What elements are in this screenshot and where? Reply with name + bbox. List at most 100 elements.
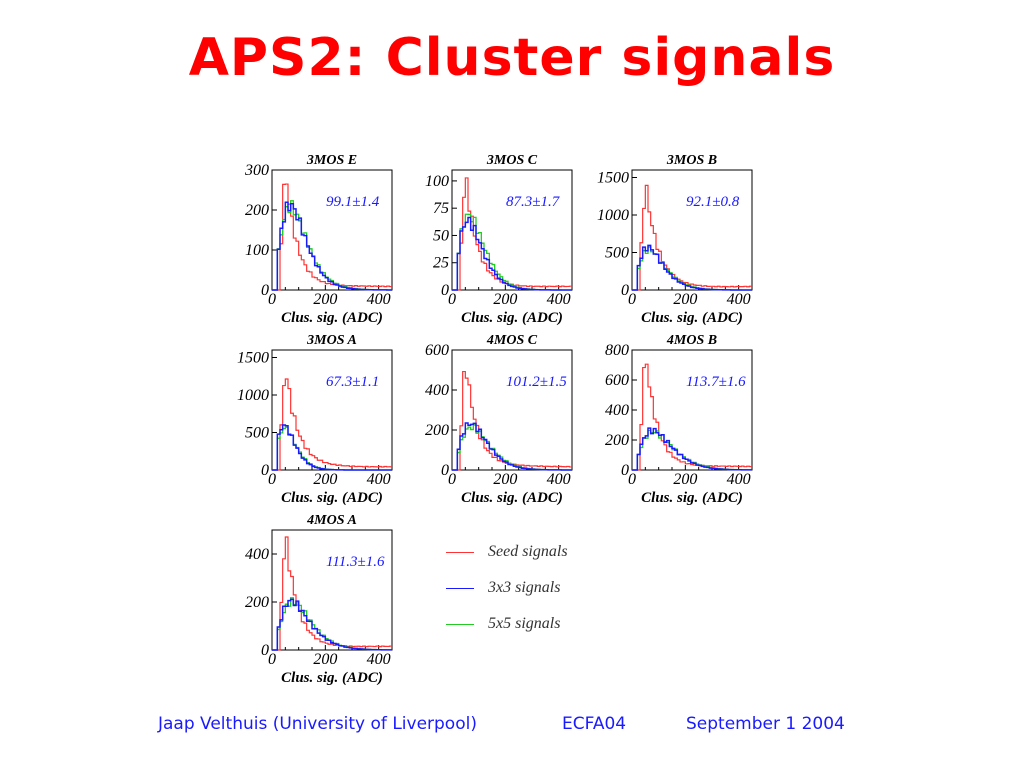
footer-event: ECFA04 — [562, 714, 627, 734]
x-tick-label: 400 — [367, 471, 391, 488]
slide-title: APS2: Cluster signals — [188, 28, 836, 88]
x-axis-label: Clus. sig. (ADC) — [461, 310, 563, 326]
x-tick-label: 200 — [313, 471, 337, 488]
y-tick-label: 100 — [245, 242, 269, 259]
panel-title: 4MOS B — [666, 333, 717, 348]
mean-value-label: 87.3±1.7 — [506, 194, 561, 210]
y-tick-label: 1000 — [237, 387, 269, 404]
x-axis-label: Clus. sig. (ADC) — [281, 490, 383, 506]
x-tick-label: 400 — [727, 471, 751, 488]
x-tick-label: 400 — [367, 291, 391, 308]
panel-title: 3MOS A — [306, 333, 357, 348]
seed-signal-histogram — [272, 536, 392, 651]
x-axis-label: Clus. sig. (ADC) — [641, 490, 743, 506]
x-tick-label: 200 — [493, 291, 517, 308]
y-tick-label: 0 — [621, 282, 629, 299]
x-tick-label: 0 — [448, 471, 456, 488]
mean-value-label: 92.1±0.8 — [686, 194, 740, 210]
y-tick-label: 200 — [245, 594, 269, 611]
mean-value-label: 113.7±1.6 — [686, 374, 746, 390]
x-tick-label: 400 — [547, 291, 571, 308]
legend-item-5x5: 5x5 signals — [444, 614, 604, 634]
y-tick-label: 400 — [425, 382, 449, 399]
histogram-panel: 4MOS A 0 200 400 0 200 400 111.3±1.6 Clus. sig. … — [232, 510, 402, 690]
y-tick-label: 0 — [261, 462, 269, 479]
x-axis-label: Clus. sig. (ADC) — [461, 490, 563, 506]
x3-signal-histogram — [632, 427, 752, 471]
x3-signal-histogram — [272, 201, 392, 291]
x3-signal-histogram — [452, 216, 572, 291]
x-axis-label: Clus. sig. (ADC) — [281, 670, 383, 686]
x-axis-label: Clus. sig. (ADC) — [281, 310, 383, 326]
plot-frame — [451, 169, 573, 291]
plot-frame — [451, 349, 573, 471]
panel-title: 3MOS B — [666, 153, 717, 168]
y-tick-label: 1000 — [597, 207, 629, 224]
plot-frame — [631, 169, 753, 291]
x-tick-label: 200 — [313, 291, 337, 308]
panel-title: 3MOS C — [486, 153, 538, 168]
legend-swatch-3x3 — [446, 588, 474, 589]
x5-signal-histogram — [452, 424, 572, 471]
x-tick-label: 200 — [673, 471, 697, 488]
histogram-panel: 3MOS C 0 25 50 75 100 0 200 400 87.3±1.7 Clus. sig… — [412, 150, 582, 330]
legend: Seed signals 3x3 signals 5x5 signals — [444, 540, 604, 640]
y-tick-label: 0 — [621, 462, 629, 479]
mean-value-label: 101.2±1.5 — [506, 374, 567, 390]
y-tick-label: 500 — [605, 245, 629, 262]
legend-item-seed: Seed signals — [444, 542, 604, 562]
histogram-svg: 3MOS A 0 500 1000 1500 0 200 400 67.3±1.1 Clus. s… — [237, 333, 393, 506]
histogram-svg: 4MOS A 0 200 400 0 200 400 111.3±1.6 Clus. sig. … — [245, 513, 393, 686]
y-tick-label: 400 — [605, 402, 629, 419]
y-tick-label: 200 — [605, 432, 629, 449]
y-tick-label: 0 — [261, 282, 269, 299]
panel-title: 4MOS A — [306, 513, 357, 528]
y-tick-label: 0 — [441, 462, 449, 479]
x3-signal-histogram — [632, 244, 752, 291]
x-tick-label: 0 — [268, 651, 276, 668]
legend-label-3x3: 3x3 signals — [488, 579, 561, 596]
histogram-svg: 3MOS B 0 500 1000 1500 0 200 400 92.1±0.8 Clus. s… — [597, 153, 753, 326]
plot-frame — [271, 529, 393, 651]
y-tick-label: 50 — [433, 227, 449, 244]
y-tick-label: 1500 — [597, 170, 629, 187]
y-tick-label: 0 — [261, 642, 269, 659]
x-tick-label: 0 — [268, 291, 276, 308]
x-tick-label: 0 — [448, 291, 456, 308]
panel-title: 3MOS E — [306, 153, 357, 168]
legend-swatch-5x5 — [446, 624, 474, 625]
mean-value-label: 67.3±1.1 — [326, 374, 379, 390]
plot-frame — [631, 349, 753, 471]
x5-signal-histogram — [272, 200, 392, 291]
x3-signal-histogram — [272, 424, 392, 471]
plot-frame — [271, 349, 393, 471]
y-tick-label: 1500 — [237, 350, 269, 367]
panel-title: 4MOS C — [486, 333, 538, 348]
y-tick-label: 600 — [605, 372, 629, 389]
x-tick-label: 0 — [628, 291, 636, 308]
y-tick-label: 75 — [433, 200, 449, 217]
y-tick-label: 0 — [441, 282, 449, 299]
histogram-panel: 3MOS A 0 500 1000 1500 0 200 400 67.3±1.1 Clus. s… — [232, 330, 402, 510]
y-tick-label: 200 — [245, 202, 269, 219]
histogram-panel: 4MOS B 0 200 400 600 800 0 200 400 113.7±1.6 Clus.… — [592, 330, 762, 510]
y-tick-label: 400 — [245, 546, 269, 563]
seed-signal-histogram — [632, 363, 752, 471]
x3-signal-histogram — [272, 598, 392, 651]
y-tick-label: 100 — [425, 173, 449, 190]
histogram-panel: 3MOS E 0 100 200 300 0 200 400 99.1±1.4 Clus. sig… — [232, 150, 402, 330]
plot-frame — [271, 169, 393, 291]
x-axis-label: Clus. sig. (ADC) — [641, 310, 743, 326]
y-tick-label: 25 — [433, 255, 449, 272]
legend-swatch-seed — [446, 552, 474, 553]
histogram-panel: 4MOS C 0 200 400 600 0 200 400 101.2±1.5 Clus. si… — [412, 330, 582, 510]
legend-label-5x5: 5x5 signals — [488, 615, 561, 632]
y-tick-label: 500 — [245, 425, 269, 442]
y-tick-label: 600 — [425, 342, 449, 359]
x-tick-label: 0 — [628, 471, 636, 488]
x-tick-label: 0 — [268, 471, 276, 488]
y-tick-label: 300 — [244, 162, 269, 179]
y-tick-label: 800 — [605, 342, 629, 359]
legend-item-3x3: 3x3 signals — [444, 578, 604, 598]
histogram-svg: 3MOS C 0 25 50 75 100 0 200 400 87.3±1.7 Clus. sig… — [425, 153, 573, 326]
